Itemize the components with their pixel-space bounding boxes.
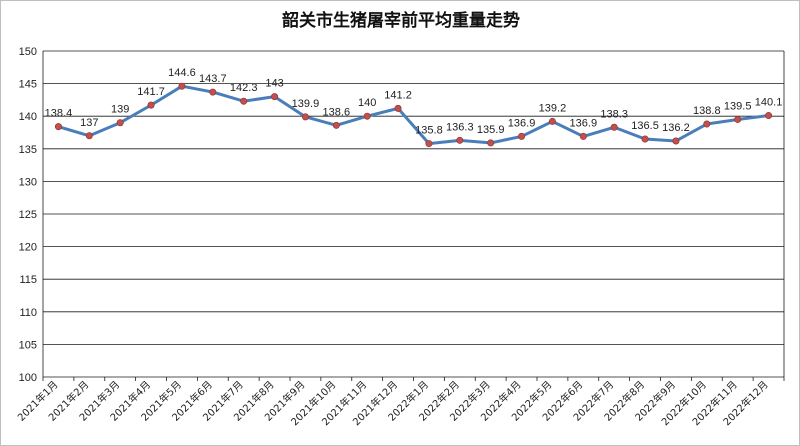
- y-axis: 100 105 110 115 120 125 130 135 140 145 150: [19, 46, 37, 384]
- data-label: 138.3: [600, 108, 628, 120]
- data-label: 136.9: [508, 117, 536, 129]
- data-label: 138.6: [323, 106, 351, 118]
- data-label: 136.5: [631, 120, 659, 132]
- y-tick-label: 150: [19, 46, 37, 58]
- data-label: 141.2: [384, 89, 412, 101]
- y-tick-label: 115: [19, 274, 37, 286]
- x-axis: 2021年1月2021年2月2021年3月2021年4月2021年5月2021年…: [15, 377, 785, 428]
- data-point: [456, 136, 464, 144]
- y-tick-label: 130: [19, 176, 37, 188]
- data-point: [116, 119, 124, 127]
- data-point: [209, 88, 217, 96]
- data-point: [425, 140, 433, 148]
- data-label: 138.4: [45, 108, 73, 120]
- data-point: [641, 135, 649, 143]
- y-tick-label: 100: [19, 372, 37, 384]
- data-point: [85, 132, 93, 140]
- data-point: [394, 104, 402, 112]
- y-tick-label: 125: [19, 209, 37, 221]
- chart-title: 韶关市生猪屠宰前平均重量走势: [282, 10, 520, 31]
- data-label: 136.3: [446, 121, 474, 133]
- y-tick-label: 105: [19, 339, 37, 351]
- data-point: [518, 132, 526, 140]
- data-label: 136.2: [662, 122, 690, 134]
- data-point: [271, 93, 279, 101]
- data-point: [765, 112, 773, 120]
- data-point: [487, 139, 495, 147]
- data-label: 139.9: [292, 98, 320, 110]
- data-point: [363, 112, 371, 120]
- data-point: [301, 113, 309, 121]
- data-point: [178, 82, 186, 90]
- y-tick-label: 110: [19, 307, 37, 319]
- data-point: [703, 120, 711, 128]
- data-point: [672, 137, 680, 145]
- data-point: [240, 97, 248, 105]
- data-point: [332, 121, 340, 129]
- data-point: [147, 101, 155, 109]
- data-point: [548, 117, 556, 125]
- data-label: 144.6: [168, 67, 196, 79]
- data-point: [54, 123, 62, 131]
- y-tick-label: 145: [19, 79, 37, 91]
- data-label: 141.7: [137, 86, 165, 98]
- data-label: 142.3: [230, 82, 258, 94]
- y-tick-label: 135: [19, 144, 37, 156]
- data-label: 140.1: [755, 97, 783, 109]
- data-label: 143: [265, 78, 283, 90]
- data-label: 135.8: [415, 125, 443, 137]
- y-tick-label: 120: [19, 242, 37, 254]
- data-label: 136.9: [570, 117, 598, 129]
- data-point: [579, 132, 587, 140]
- data-label: 137: [80, 117, 98, 129]
- series-line: [58, 84, 769, 146]
- data-point: [610, 123, 618, 131]
- data-label: 135.9: [477, 124, 505, 136]
- data-label: 140: [358, 97, 376, 109]
- data-label: 139.2: [539, 102, 567, 114]
- gridlines: [42, 50, 785, 378]
- data-point: [734, 115, 742, 123]
- data-label: 138.8: [693, 105, 721, 117]
- data-label: 139.5: [724, 100, 752, 112]
- data-label: 139: [111, 104, 129, 116]
- data-label: 143.7: [199, 73, 227, 85]
- y-tick-label: 140: [19, 111, 37, 123]
